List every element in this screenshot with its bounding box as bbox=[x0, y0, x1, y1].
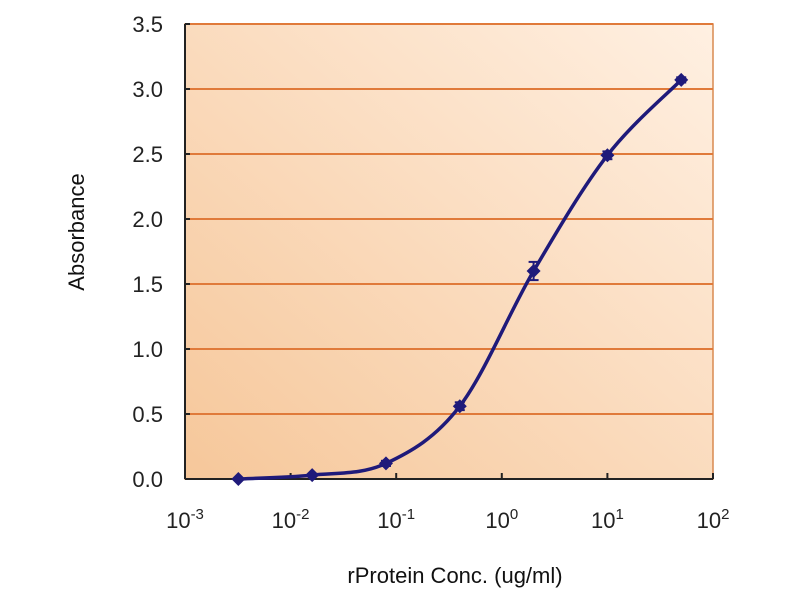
x-tick-label: 102 bbox=[697, 506, 730, 533]
data-point bbox=[378, 456, 393, 471]
data-point bbox=[674, 72, 689, 87]
y-tick-label: 2.0 bbox=[132, 207, 163, 232]
data-point bbox=[600, 148, 615, 163]
data-point bbox=[231, 472, 246, 486]
y-tick-label: 3.5 bbox=[132, 12, 163, 37]
y-tick-label: 2.5 bbox=[132, 142, 163, 167]
x-tick-label: 10-2 bbox=[272, 506, 310, 533]
y-tick-label: 0.5 bbox=[132, 402, 163, 427]
y-tick-label: 3.0 bbox=[132, 77, 163, 102]
y-tick-label: 1.5 bbox=[132, 272, 163, 297]
y-tick-label: 1.0 bbox=[132, 337, 163, 362]
data-point bbox=[526, 264, 541, 278]
x-tick-label: 10-1 bbox=[377, 506, 415, 533]
x-tick-label: 101 bbox=[591, 506, 624, 533]
y-tick-label: 0.0 bbox=[132, 467, 163, 492]
plot-area bbox=[184, 23, 714, 480]
x-axis-label: rProtein Conc. (ug/ml) bbox=[347, 563, 562, 588]
x-tick-label: 10-3 bbox=[166, 506, 204, 533]
data-point bbox=[452, 399, 467, 414]
y-axis-label: Absorbance bbox=[64, 173, 89, 290]
data-point bbox=[305, 468, 320, 483]
x-tick-label: 100 bbox=[485, 506, 518, 533]
